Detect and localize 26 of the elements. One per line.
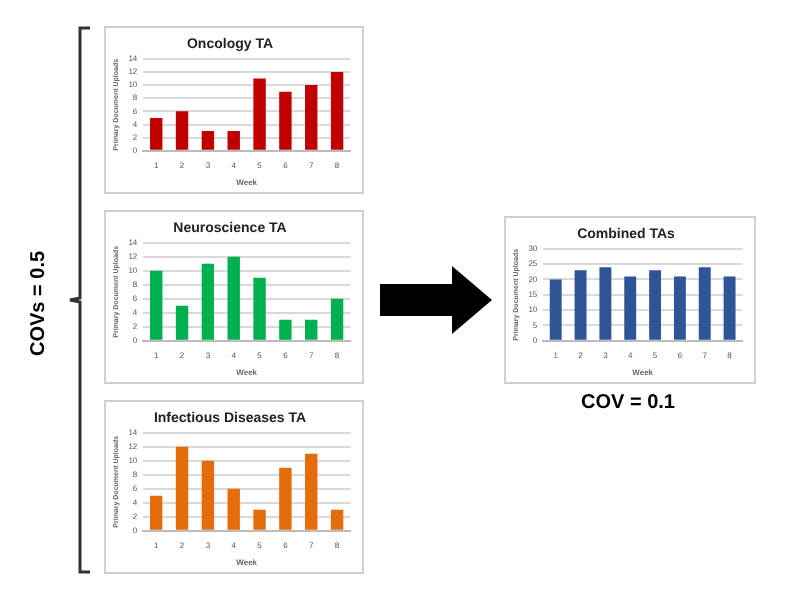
bar — [227, 131, 240, 150]
bar — [227, 488, 240, 530]
bar — [305, 319, 318, 340]
bar — [175, 446, 189, 530]
bar — [175, 111, 189, 150]
bar — [330, 298, 344, 340]
bar — [279, 467, 292, 530]
bar — [253, 277, 266, 340]
bar — [279, 91, 292, 150]
bar — [175, 305, 189, 340]
bar — [253, 78, 266, 150]
bar — [150, 495, 163, 530]
bar — [305, 453, 318, 530]
bar — [227, 256, 240, 340]
bar — [201, 460, 215, 530]
bar — [279, 319, 292, 340]
bar — [201, 131, 215, 150]
text: COVs = 0.5 — [28, 250, 50, 356]
bar — [150, 270, 163, 340]
bar — [305, 85, 318, 150]
bar — [330, 71, 344, 150]
bar — [150, 117, 163, 150]
bar — [253, 509, 266, 530]
bar — [201, 263, 215, 340]
text: COV = 0.1 — [579, 392, 677, 414]
bar — [330, 509, 344, 530]
